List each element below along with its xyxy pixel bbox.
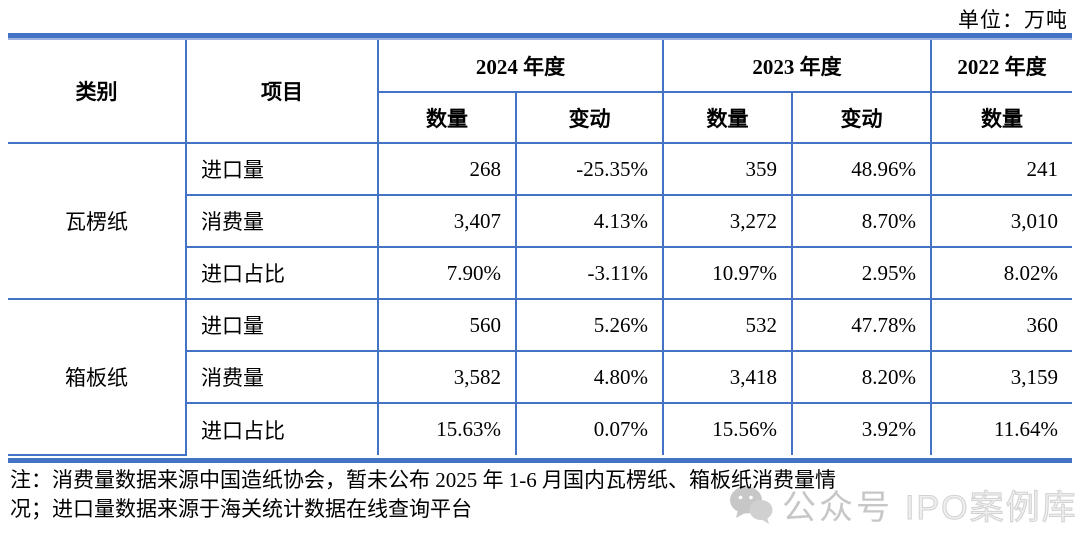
cell-2024-change: -25.35% <box>515 142 664 196</box>
cell-2023-change: 2.95% <box>791 246 932 300</box>
cell-2023-quantity: 15.56% <box>662 402 793 455</box>
header-item: 项目 <box>185 40 379 144</box>
cell-2024-quantity: 268 <box>377 142 517 196</box>
cell-2022-quantity: 11.64% <box>930 402 1072 455</box>
cell-2023-change: 8.70% <box>791 194 932 248</box>
cell-2023-change: 8.20% <box>791 350 932 404</box>
header-2023-change: 变动 <box>791 91 932 144</box>
item-label: 消费量 <box>186 350 379 404</box>
item-label: 进口占比 <box>186 246 379 300</box>
cell-2022-quantity: 3,010 <box>930 194 1072 248</box>
category-containerboard: 箱板纸 <box>8 298 187 456</box>
item-label: 进口量 <box>185 298 379 352</box>
table-row: 瓦楞纸 进口量 268 -25.35% 359 48.96% 241 <box>8 142 1072 300</box>
footnote-line-2: 况；进口量数据来源于海关统计数据在线查询平台 <box>10 497 472 521</box>
header-year-2022: 2022 年度 <box>930 40 1072 93</box>
cell-2024-quantity: 15.63% <box>377 402 517 455</box>
cell-2024-quantity: 3,582 <box>377 350 517 404</box>
cell-2023-quantity: 10.97% <box>662 246 793 300</box>
cell-2024-change: 4.80% <box>515 350 664 404</box>
cell-2024-quantity: 7.90% <box>377 246 517 300</box>
header-2022-quantity: 数量 <box>930 91 1072 144</box>
unit-label: 单位：万吨 <box>958 8 1068 32</box>
data-table: 类别 项目 2024 年度 2023 年度 2022 年度 数量 变动 数量 变… <box>8 40 1072 456</box>
header-year-2023: 2023 年度 <box>662 40 932 93</box>
header-2024-change: 变动 <box>515 91 664 144</box>
cell-2022-quantity: 8.02% <box>930 246 1072 300</box>
table-row: 消费量 3,582 4.80% 3,418 8.20% 3,159 <box>8 350 1072 404</box>
wechat-icon <box>730 486 773 524</box>
cell-2024-change: -3.11% <box>515 246 664 300</box>
cell-2024-quantity: 3,407 <box>377 194 517 248</box>
item-label: 进口量 <box>185 142 379 196</box>
header-row-measures: 数量 变动 数量 变动 数量 <box>8 91 1072 144</box>
watermark-account: IPO案例库 <box>905 489 1078 528</box>
watermark: 公众号 IPO案例库 <box>728 480 1078 529</box>
cell-2024-change: 0.07% <box>515 402 664 455</box>
table-bottom-border <box>8 456 1072 463</box>
cell-2023-quantity: 3,272 <box>662 194 793 248</box>
data-table-container: 类别 项目 2024 年度 2023 年度 2022 年度 数量 变动 数量 变… <box>8 33 1072 463</box>
table-body: 瓦楞纸 进口量 268 -25.35% 359 48.96% 241 消费量 3… <box>8 142 1072 456</box>
header-year-2024: 2024 年度 <box>377 40 664 93</box>
table-row: 进口占比 15.63% 0.07% 15.56% 3.92% 11.64% <box>8 402 1072 455</box>
item-label: 进口占比 <box>186 402 379 455</box>
cell-2023-change: 3.92% <box>791 402 932 455</box>
table-top-border <box>8 33 1072 40</box>
cell-2023-change: 48.96% <box>791 142 932 196</box>
cell-2023-quantity: 3,418 <box>662 350 793 404</box>
cell-2023-quantity: 359 <box>662 142 793 196</box>
cell-2024-quantity: 560 <box>377 298 517 352</box>
cell-2023-change: 47.78% <box>791 298 932 352</box>
header-row-years: 类别 项目 2024 年度 2023 年度 2022 年度 <box>8 40 1072 144</box>
footnote: 注：消费量数据来源中国造纸协会，暂未公布 2025 年 1-6 月国内瓦楞纸、箱… <box>10 466 1076 524</box>
table-row: 进口占比 7.90% -3.11% 10.97% 2.95% 8.02% <box>8 246 1072 300</box>
header-2024-quantity: 数量 <box>378 91 517 144</box>
cell-2022-quantity: 360 <box>930 298 1072 352</box>
table-header: 类别 项目 2024 年度 2023 年度 2022 年度 数量 变动 数量 变… <box>8 40 1072 144</box>
item-label: 消费量 <box>186 194 379 248</box>
watermark-label: 公众号 <box>782 489 893 527</box>
cell-2024-change: 5.26% <box>515 298 664 352</box>
cell-2022-quantity: 241 <box>930 142 1072 196</box>
table-row: 箱板纸 进口量 560 5.26% 532 47.78% 360 <box>8 298 1072 456</box>
cell-2022-quantity: 3,159 <box>930 350 1072 404</box>
header-2023-quantity: 数量 <box>662 91 793 144</box>
cell-2023-quantity: 532 <box>662 298 793 352</box>
cell-2024-change: 4.13% <box>515 194 664 248</box>
footnote-line-1: 注：消费量数据来源中国造纸协会，暂未公布 2025 年 1-6 月国内瓦楞纸、箱… <box>10 468 836 492</box>
category-corrugated-paper: 瓦楞纸 <box>8 142 187 300</box>
table-row: 消费量 3,407 4.13% 3,272 8.70% 3,010 <box>8 194 1072 248</box>
header-category: 类别 <box>8 40 187 144</box>
